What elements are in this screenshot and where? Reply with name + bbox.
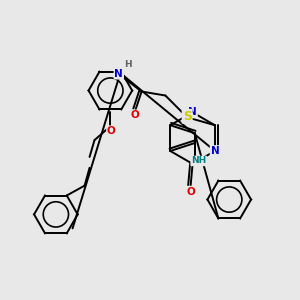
Text: H: H — [124, 60, 131, 69]
Text: NH: NH — [191, 156, 206, 165]
Text: S: S — [183, 110, 192, 123]
Text: O: O — [107, 126, 116, 136]
Text: O: O — [186, 187, 195, 196]
Text: N: N — [211, 146, 219, 156]
Text: O: O — [130, 110, 139, 120]
Text: N: N — [188, 107, 197, 117]
Text: N: N — [114, 69, 123, 79]
